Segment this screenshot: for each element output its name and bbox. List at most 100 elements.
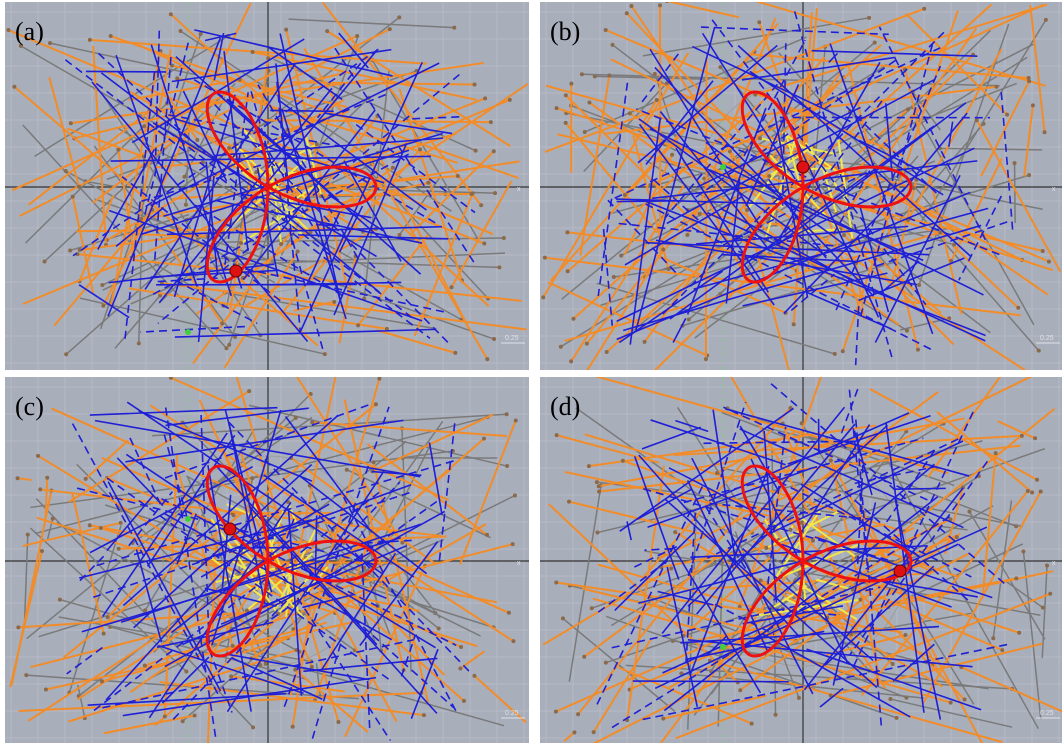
- joint: [485, 357, 489, 361]
- joint: [584, 372, 588, 376]
- joint: [84, 477, 88, 481]
- joint: [612, 275, 616, 279]
- joint: [229, 674, 233, 678]
- joint: [142, 124, 146, 128]
- joint: [511, 639, 515, 643]
- tracer-point: [797, 161, 809, 173]
- joint: [623, 193, 627, 197]
- scale-label: 0.25: [1040, 710, 1054, 717]
- joint: [493, 191, 497, 195]
- joint: [1041, 606, 1045, 610]
- joint: [482, 241, 486, 245]
- joint: [325, 29, 329, 33]
- joint: [250, 476, 254, 480]
- joint: [16, 476, 20, 480]
- joint: [991, 636, 995, 640]
- joint: [100, 679, 104, 683]
- joint: [687, 318, 691, 322]
- joint: [472, 674, 476, 678]
- joint: [69, 121, 73, 125]
- joint: [585, 342, 589, 346]
- joint: [514, 418, 518, 422]
- joint: [590, 606, 594, 610]
- joint: [336, 720, 340, 724]
- joint: [1027, 79, 1031, 83]
- joint: [592, 730, 596, 734]
- joint: [565, 230, 569, 234]
- joint: [485, 533, 489, 537]
- joint: [100, 283, 104, 287]
- joint: [291, 725, 295, 729]
- joint: [310, 665, 314, 669]
- joint: [715, 471, 719, 475]
- joint: [975, 118, 979, 122]
- joint: [181, 719, 185, 723]
- joint: [502, 236, 506, 240]
- joint: [576, 712, 580, 716]
- joint: [1013, 161, 1017, 165]
- joint: [669, 567, 673, 571]
- joint: [224, 346, 228, 350]
- joint: [583, 130, 587, 134]
- joint: [453, 351, 457, 355]
- joint: [1041, 249, 1045, 253]
- joint: [513, 493, 517, 497]
- joint: [163, 715, 167, 719]
- joint: [916, 348, 920, 352]
- joint: [792, 322, 796, 326]
- anchor-point: [720, 164, 726, 170]
- joint: [658, 3, 662, 7]
- joint: [670, 153, 674, 157]
- joint: [661, 248, 665, 252]
- joint: [1014, 576, 1018, 580]
- joint: [572, 730, 576, 734]
- joint: [587, 101, 591, 105]
- joint: [51, 517, 55, 521]
- joint: [903, 633, 907, 637]
- joint: [332, 300, 336, 304]
- scale-label: 0.25: [1040, 335, 1054, 342]
- joint: [456, 174, 460, 178]
- joint: [397, 15, 401, 19]
- joint: [554, 710, 558, 714]
- tracer-point: [230, 265, 242, 277]
- joint: [36, 454, 40, 458]
- joint: [169, 376, 173, 380]
- joint: [564, 121, 568, 125]
- joint: [569, 82, 573, 86]
- joint: [1037, 349, 1041, 353]
- joint: [543, 256, 547, 260]
- axis-label: x: [517, 186, 521, 193]
- joint: [88, 523, 92, 527]
- joint: [559, 345, 563, 349]
- joint: [264, 662, 268, 666]
- joint: [994, 451, 998, 455]
- joint: [967, 510, 971, 514]
- joint: [505, 464, 509, 468]
- joint: [109, 34, 113, 38]
- joint: [1021, 549, 1025, 553]
- joint: [426, 181, 430, 185]
- joint: [16, 625, 20, 629]
- joint: [345, 468, 349, 472]
- joint: [492, 337, 496, 341]
- joint: [251, 50, 255, 54]
- joint: [949, 701, 953, 705]
- joint: [483, 96, 487, 100]
- joint: [143, 664, 147, 668]
- joint: [867, 16, 871, 20]
- joint: [12, 85, 16, 89]
- joint: [555, 433, 559, 437]
- joint: [251, 725, 255, 729]
- joint: [119, 521, 123, 525]
- anchor-point: [185, 329, 191, 335]
- joint: [1030, 490, 1034, 494]
- joint: [239, 241, 243, 245]
- joint: [1017, 631, 1021, 635]
- joint: [137, 341, 141, 345]
- joint: [99, 526, 103, 530]
- joint: [858, 598, 862, 602]
- joint: [811, 539, 815, 543]
- joint: [469, 192, 473, 196]
- joint: [1044, 18, 1048, 22]
